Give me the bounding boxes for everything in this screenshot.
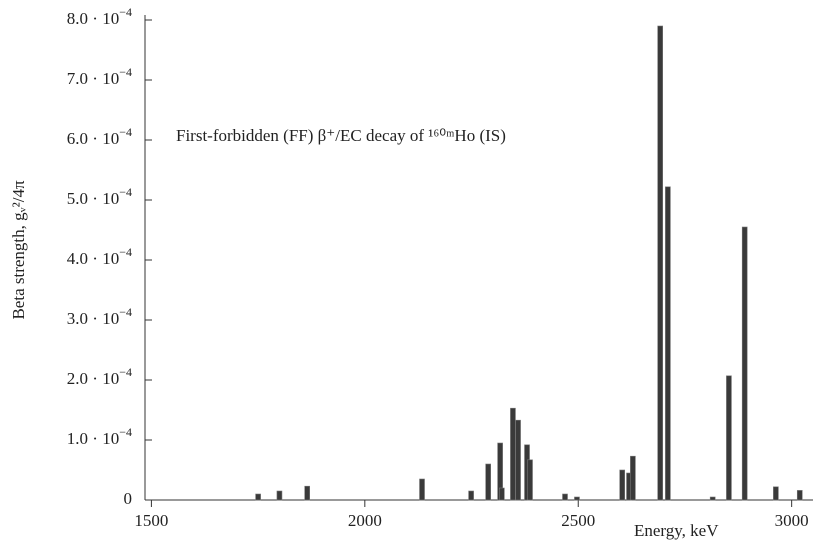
annotation: First-forbidden (FF) β⁺/EC decay of ¹⁶⁰ᵐ… (176, 126, 506, 145)
y-tick-label: 8.0 · 10−4 (67, 5, 132, 28)
x-tick-label: 2500 (561, 511, 595, 530)
bar (709, 496, 716, 501)
y-tick-label: 6.0 · 10−4 (67, 125, 132, 148)
y-tick-label: 1.0 · 10−4 (67, 425, 132, 448)
bar (255, 493, 261, 501)
bar (468, 490, 474, 501)
y-axis-label: Beta strength, gᵥ²/4π (9, 180, 28, 319)
y-tick-label: 5.0 · 10−4 (67, 185, 132, 208)
bar (515, 419, 521, 501)
x-axis-label: Energy, keV (634, 521, 719, 540)
bar (499, 487, 505, 501)
bar (796, 490, 803, 501)
bar (726, 375, 732, 501)
bar (527, 459, 533, 501)
bar (304, 485, 310, 501)
bar (773, 486, 779, 501)
bar (619, 469, 626, 501)
bar (657, 25, 663, 501)
y-tick-label: 7.0 · 10−4 (67, 65, 132, 88)
bar (574, 496, 580, 501)
bar (665, 186, 671, 501)
bar (276, 490, 283, 501)
bar (419, 478, 425, 501)
bar (630, 455, 636, 501)
y-tick-label: 4.0 · 10−4 (67, 245, 132, 268)
bar (510, 407, 516, 501)
y-tick-label: 0 (124, 489, 133, 508)
x-tick-label: 3000 (775, 511, 809, 530)
y-tick-label: 3.0 · 10−4 (67, 305, 132, 328)
bar (741, 226, 748, 501)
y-tick-label: 2.0 · 10−4 (67, 365, 132, 388)
x-tick-label: 1500 (134, 511, 168, 530)
bar (562, 493, 568, 501)
bar (485, 463, 491, 501)
x-tick-label: 2000 (348, 511, 382, 530)
